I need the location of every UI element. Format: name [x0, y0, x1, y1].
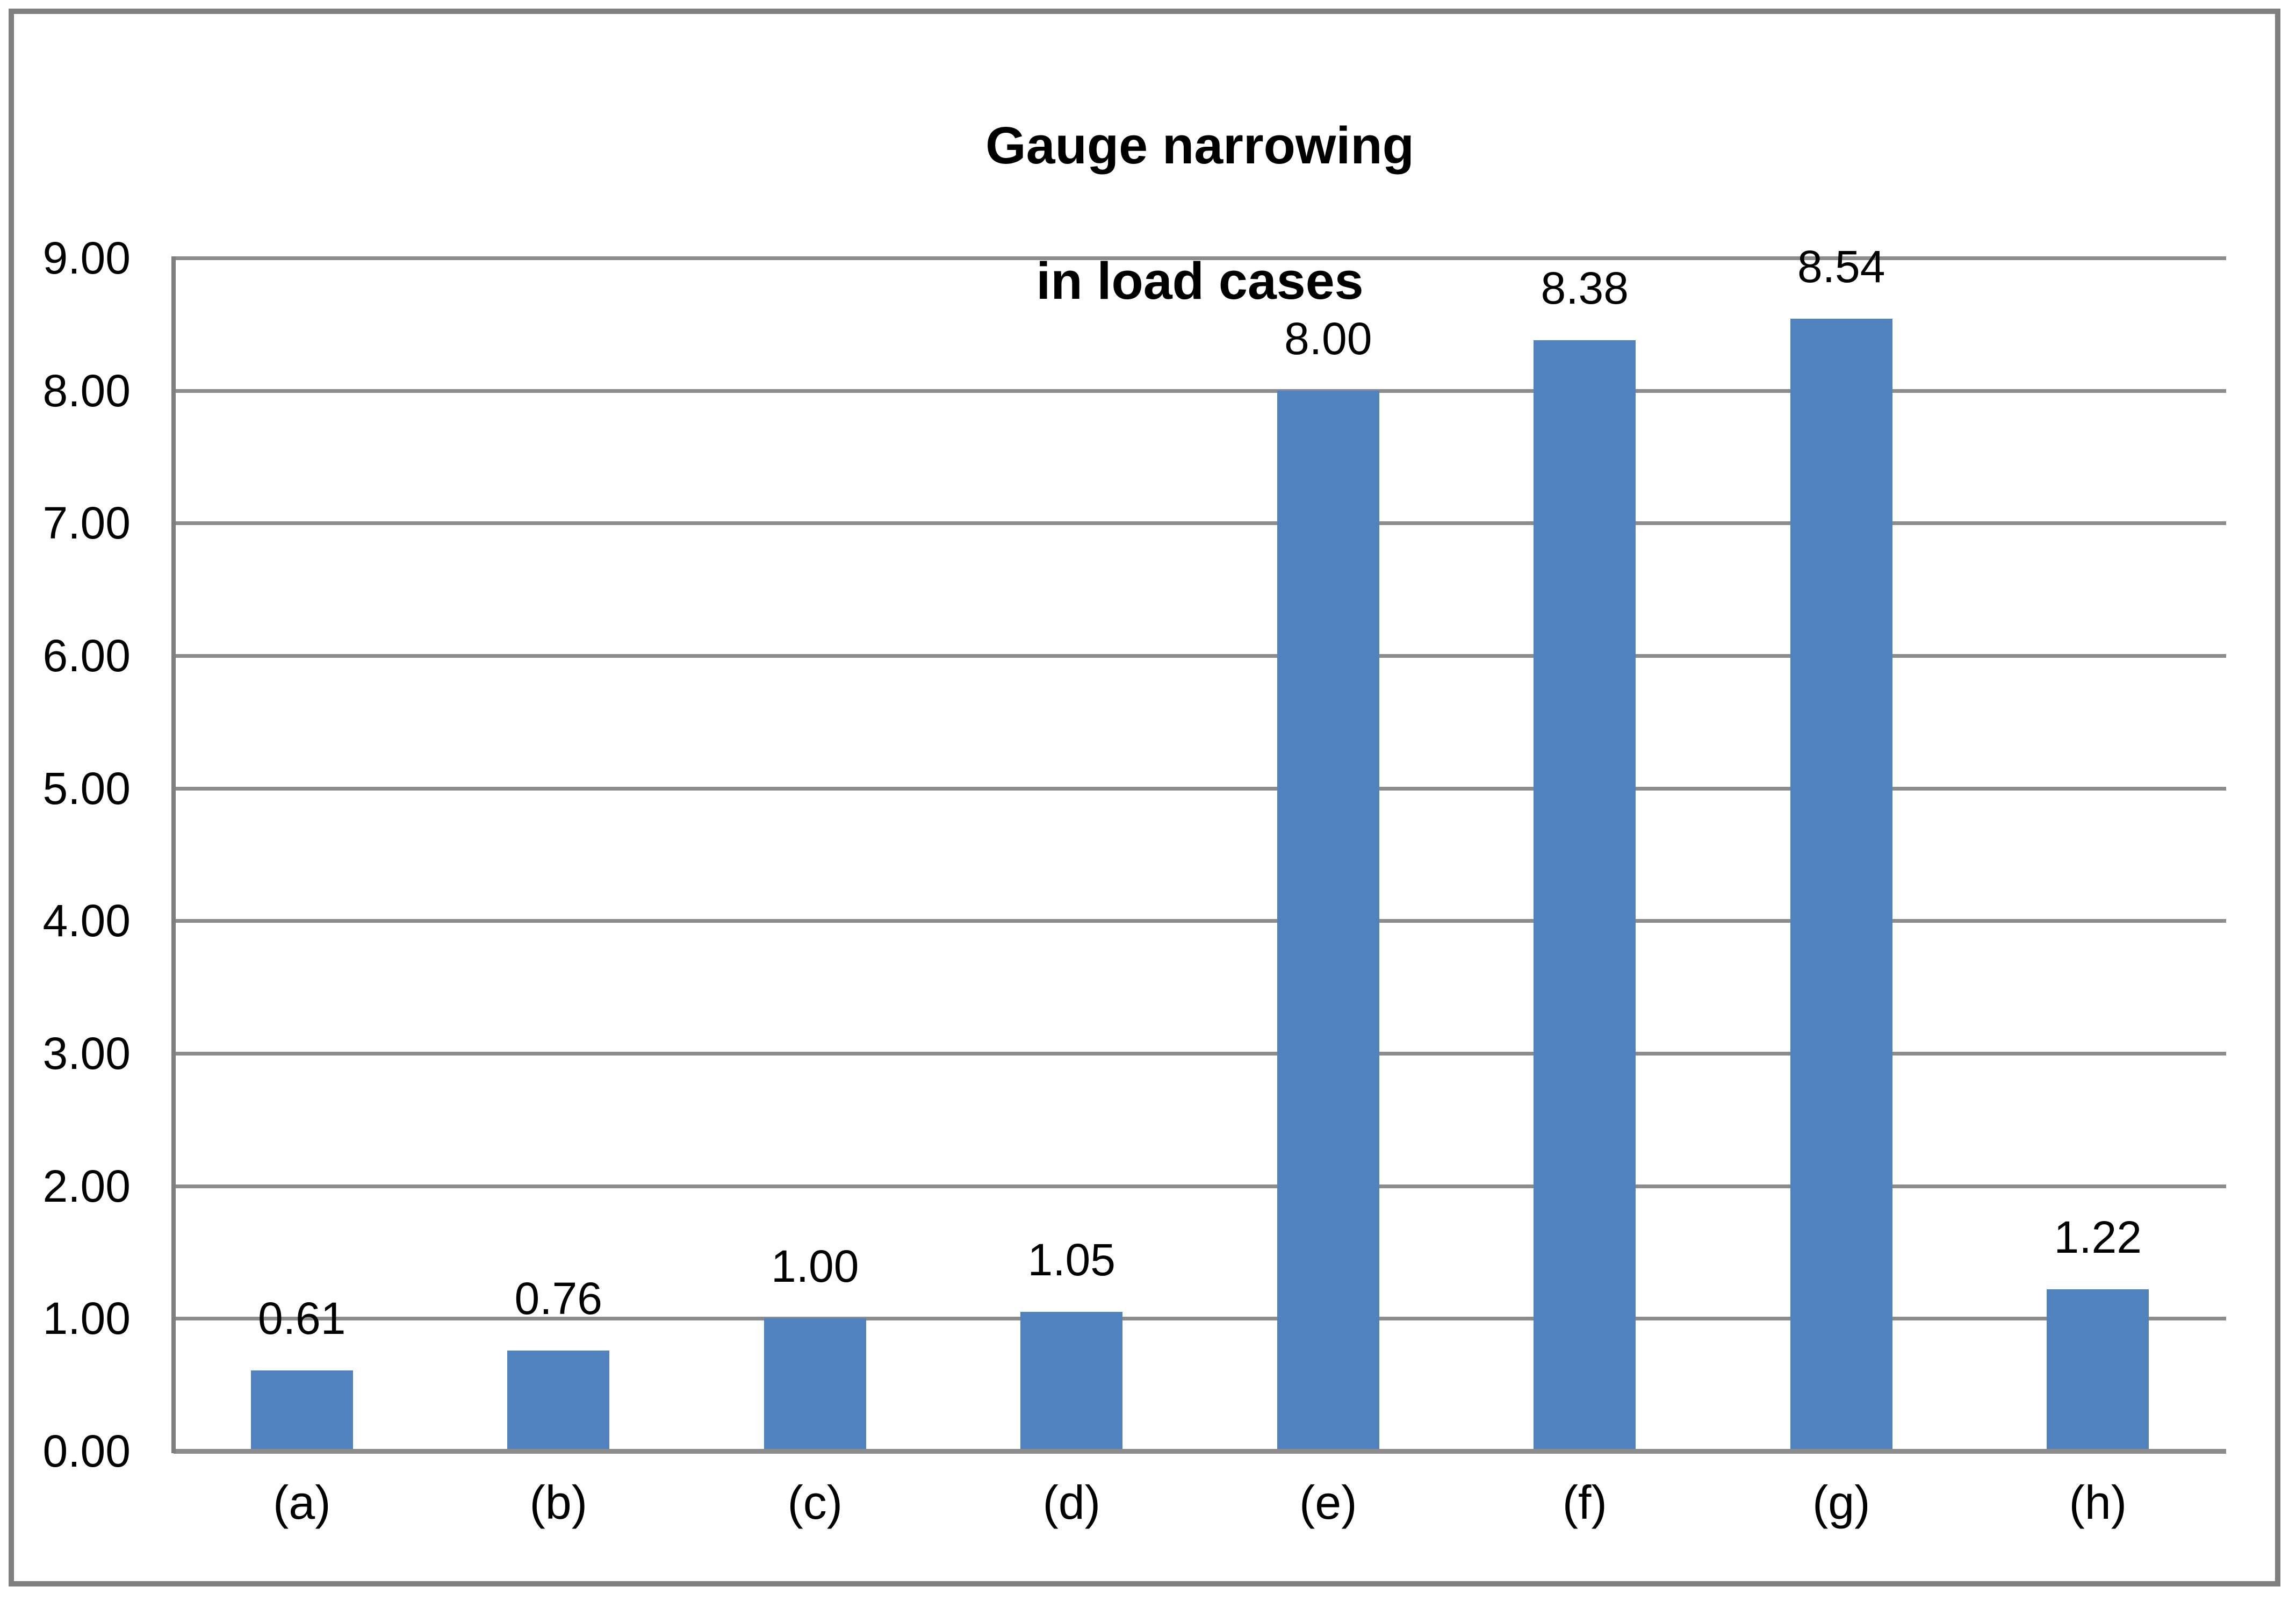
y-tick-label: 2.00 — [42, 1160, 131, 1211]
x-tick-label: (g) — [1812, 1476, 1870, 1529]
y-tick-label: 0.00 — [42, 1426, 131, 1476]
x-tick-label: (e) — [1299, 1476, 1357, 1529]
value-label: 8.54 — [1797, 241, 1885, 292]
gridline — [174, 521, 2226, 526]
y-tick-label: 5.00 — [42, 763, 131, 814]
y-axis-line — [171, 256, 176, 1453]
x-tick-label: (a) — [272, 1476, 331, 1529]
value-label: 0.61 — [258, 1293, 346, 1344]
chart-title-line-2: in load cases — [1036, 252, 1364, 311]
y-tick-label: 8.00 — [42, 365, 131, 416]
bar-(d) — [1020, 1312, 1123, 1451]
x-tick-label: (h) — [2069, 1476, 2127, 1529]
y-tick-label: 9.00 — [42, 233, 131, 283]
gridline — [174, 256, 2226, 260]
y-tick-label: 6.00 — [42, 630, 131, 681]
bar-(f) — [1534, 340, 1636, 1451]
gridline — [174, 654, 2226, 658]
y-tick-label: 7.00 — [42, 498, 131, 549]
x-tick-label: (d) — [1042, 1476, 1101, 1529]
bar-(b) — [507, 1350, 610, 1451]
bar-(h) — [2047, 1289, 2149, 1451]
gridline — [174, 786, 2226, 791]
chart-border-frame — [9, 9, 2280, 1586]
value-label: 8.00 — [1284, 313, 1372, 364]
y-tick-label: 3.00 — [42, 1028, 131, 1079]
x-axis-baseline — [174, 1449, 2226, 1454]
x-tick-label: (f) — [1562, 1476, 1607, 1529]
plot-area: 0.00 1.00 2.00 3.00 4.00 5.00 6.00 7.00 8.00 9.00… — [43, 235, 2226, 1526]
value-label: 0.76 — [514, 1273, 603, 1324]
x-tick-label: (c) — [787, 1476, 843, 1529]
gridline — [174, 1184, 2226, 1188]
chart-title: Gauge narrowing in load cases — [174, 44, 2226, 315]
value-label: 1.00 — [771, 1241, 859, 1292]
gridline — [174, 1317, 2226, 1321]
bar-(c) — [764, 1318, 866, 1451]
y-tick-label: 4.00 — [42, 895, 131, 946]
value-label: 1.22 — [2054, 1212, 2142, 1263]
gridline — [174, 1052, 2226, 1056]
chart-title-line-1: Gauge narrowing — [985, 116, 1414, 175]
value-label: 8.38 — [1541, 262, 1629, 313]
gridline — [174, 919, 2226, 923]
bar-(a) — [250, 1370, 353, 1451]
value-label: 1.05 — [1027, 1234, 1116, 1285]
gridline — [174, 389, 2226, 393]
bar-(g) — [1790, 319, 1892, 1451]
y-tick-label: 1.00 — [42, 1293, 131, 1344]
bar-(e) — [1277, 390, 1379, 1451]
x-tick-label: (b) — [529, 1476, 588, 1529]
